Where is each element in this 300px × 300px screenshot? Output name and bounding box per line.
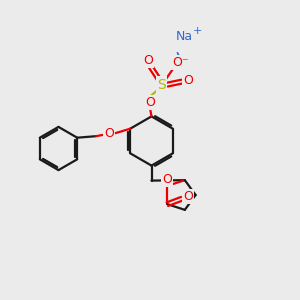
Text: O: O [144,54,153,67]
Text: O: O [183,190,193,203]
Text: O⁻: O⁻ [172,56,189,69]
Text: O: O [145,95,155,109]
Text: O: O [184,74,193,87]
Text: O: O [162,173,172,186]
Text: S: S [157,78,166,92]
Text: +: + [192,26,202,36]
Text: Na: Na [176,30,193,44]
Text: O: O [104,127,114,140]
